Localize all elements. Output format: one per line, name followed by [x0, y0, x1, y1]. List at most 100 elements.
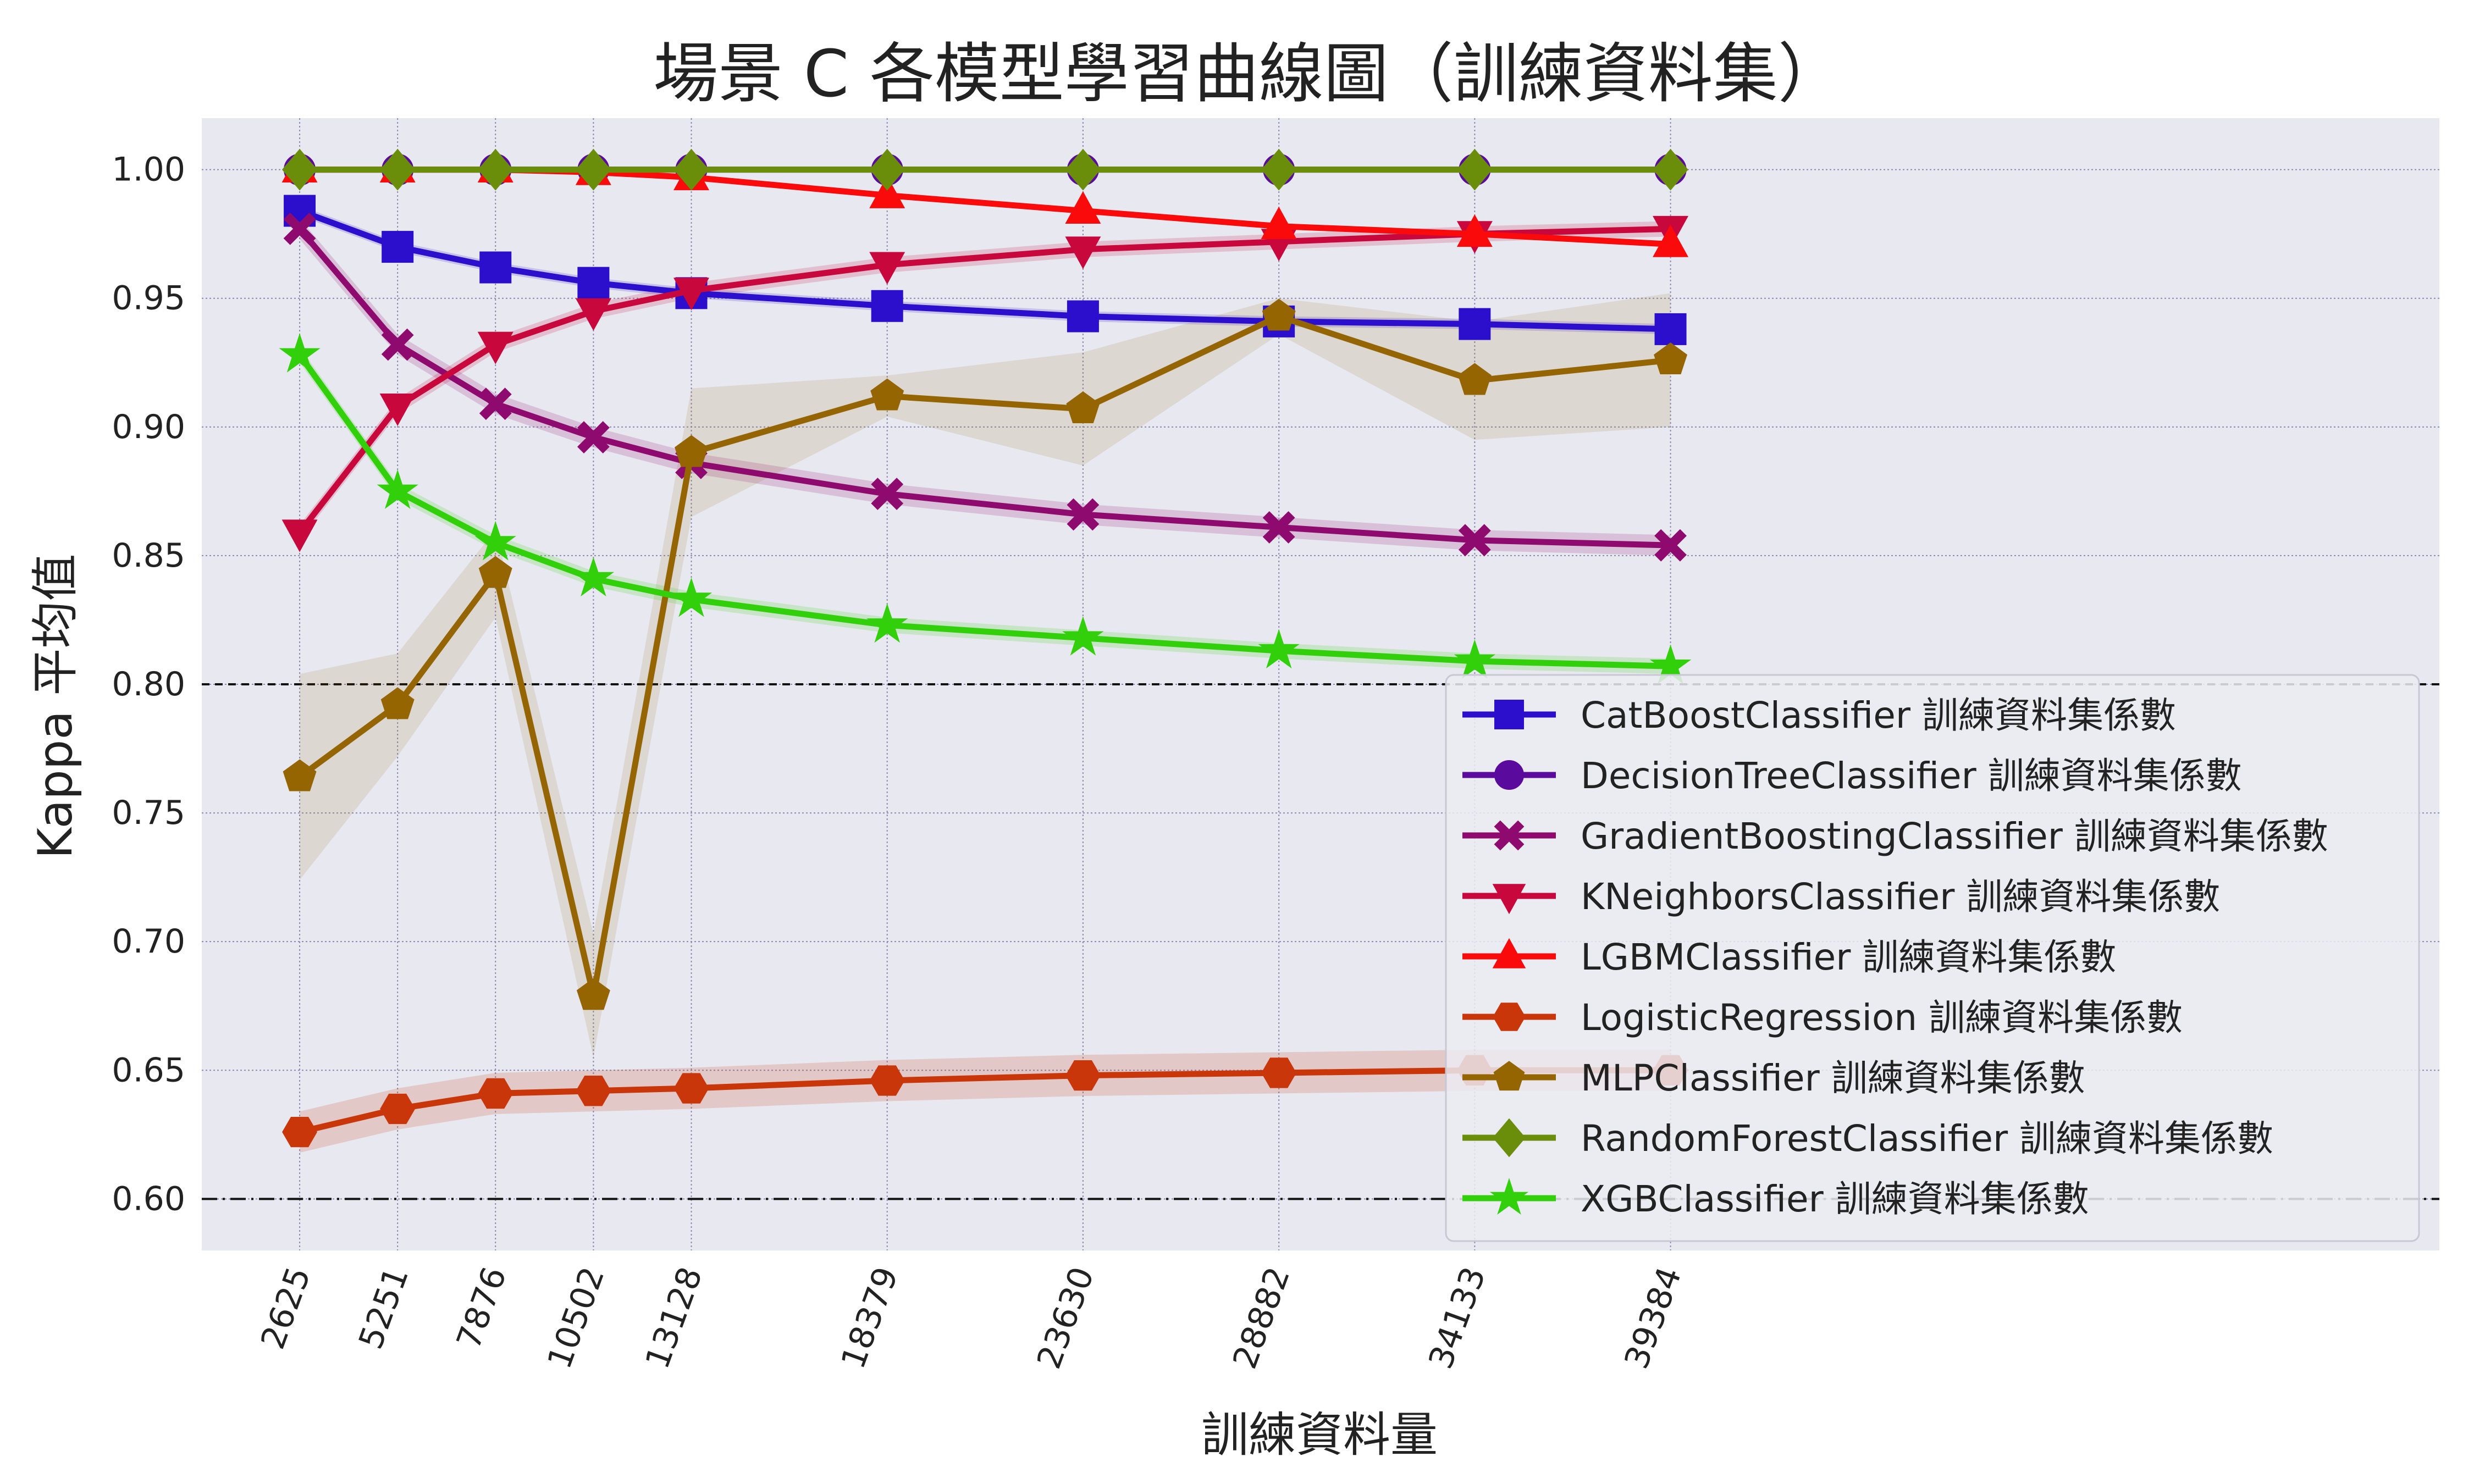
triangle-up-marker	[1492, 938, 1526, 968]
x-marker	[1262, 511, 1295, 544]
triangle-up-marker	[1065, 191, 1101, 224]
x-marker	[871, 478, 904, 510]
confidence-band	[300, 293, 1671, 1057]
star-marker	[1062, 616, 1104, 656]
diamond-marker	[1457, 148, 1493, 191]
hexagon-marker	[1493, 1003, 1526, 1031]
pentagon-marker	[380, 687, 415, 719]
x-marker	[283, 212, 316, 245]
y-tick-label: 0.70	[112, 922, 185, 961]
y-tick-label: 0.85	[112, 536, 185, 575]
diamond-marker	[281, 148, 318, 191]
legend-label: KNeighborsClassifier 訓練資料集係數	[1581, 876, 2220, 918]
legend-item: LogisticRegression 訓練資料集係數	[1462, 996, 2183, 1039]
x-marker	[381, 328, 414, 361]
triangle-down-marker	[281, 519, 318, 552]
triangle-down-marker	[575, 298, 611, 331]
hexagon-marker	[282, 1116, 318, 1148]
diamond-marker	[1653, 148, 1688, 191]
legend-label: XGBClassifier 訓練資料集係數	[1581, 1178, 2089, 1220]
hexagon-marker	[1065, 1060, 1101, 1091]
diamond-marker	[1261, 148, 1297, 191]
triangle-down-marker	[673, 278, 710, 311]
legend-label: LogisticRegression 訓練資料集係數	[1581, 996, 2183, 1039]
legend-item: RandomForestClassifier 訓練資料集係數	[1462, 1117, 2273, 1160]
legend-label: DecisionTreeClassifier 訓練資料集係數	[1581, 755, 2242, 797]
square-marker	[479, 251, 512, 284]
pentagon-marker	[1493, 1061, 1525, 1091]
legend-label: CatBoostClassifier 訓練資料集係數	[1581, 694, 2176, 737]
square-marker	[1654, 313, 1687, 345]
pentagon-marker	[870, 378, 904, 411]
diamond-marker	[869, 148, 905, 191]
star-marker	[1258, 629, 1300, 669]
series-group	[282, 1055, 1688, 1148]
star-marker	[1489, 1177, 1529, 1215]
series-line	[297, 225, 1671, 535]
pentagon-marker	[675, 435, 708, 467]
pentagon-marker	[1262, 298, 1296, 331]
star-marker	[670, 577, 713, 617]
x-marker	[1067, 498, 1100, 531]
legend-item: KNeighborsClassifier 訓練資料集係數	[1462, 876, 2220, 918]
legend-box	[1445, 674, 2420, 1242]
diamond-marker	[1065, 148, 1101, 191]
legend-label: LGBMClassifier 訓練資料集係數	[1581, 936, 2116, 978]
triangle-down-marker	[869, 252, 905, 285]
chart-title: 場景 C 各模型學習曲線圖（訓練資料集）	[653, 36, 1842, 112]
legend: CatBoostClassifier 訓練資料集係數 DecisionTreeCl…	[1445, 674, 2420, 1242]
series-line	[297, 353, 1671, 669]
circle-marker	[1494, 760, 1524, 790]
triangle-up-marker	[1261, 206, 1297, 240]
hexagon-marker	[869, 1065, 905, 1096]
series-group	[281, 148, 1688, 191]
pentagon-marker	[1066, 391, 1100, 423]
triangle-down-marker	[1492, 884, 1526, 915]
series-group	[279, 333, 1692, 684]
legend-item: CatBoostClassifier 訓練資料集係數	[1462, 694, 2176, 737]
y-tick-label: 0.80	[112, 665, 185, 704]
triangle-up-marker	[1456, 214, 1493, 247]
x-marker	[1494, 820, 1525, 851]
diamond-marker	[380, 148, 416, 191]
square-marker	[1459, 308, 1491, 340]
legend-label: GradientBoostingClassifier 訓練資料集係數	[1581, 815, 2328, 857]
triangle-up-marker	[1653, 224, 1689, 257]
diamond-marker	[1493, 1118, 1526, 1158]
hexagon-marker	[673, 1073, 709, 1104]
diamond-marker	[673, 148, 709, 191]
pentagon-marker	[1654, 342, 1688, 375]
pentagon-marker	[478, 556, 512, 588]
star-marker	[572, 557, 615, 597]
x-axis-label: 訓練資料量	[1201, 1408, 1438, 1463]
triangle-down-marker	[379, 393, 416, 427]
square-marker	[1494, 700, 1524, 729]
series-lines	[279, 148, 1692, 1148]
star-marker	[474, 520, 516, 561]
y-tick-label: 0.90	[112, 408, 185, 446]
pentagon-marker	[576, 978, 610, 1010]
star-marker	[279, 333, 321, 373]
legend-item: LGBMClassifier 訓練資料集係數	[1462, 936, 2116, 978]
series-group	[281, 215, 1689, 552]
hexagon-marker	[380, 1093, 416, 1125]
star-marker	[1454, 639, 1496, 679]
legend-label: RandomForestClassifier 訓練資料集係數	[1581, 1117, 2273, 1160]
legend-item: XGBClassifier 訓練資料集係數	[1462, 1177, 2089, 1220]
x-marker	[577, 421, 610, 453]
square-marker	[382, 231, 414, 263]
x-marker	[1458, 524, 1491, 557]
x-marker	[479, 387, 512, 420]
legend-item: DecisionTreeClassifier 訓練資料集係數	[1462, 755, 2242, 797]
y-tick-label: 0.75	[112, 794, 185, 832]
series-line	[299, 208, 1671, 333]
y-tick-label: 0.60	[112, 1180, 185, 1218]
y-tick-label: 1.00	[112, 151, 185, 189]
star-marker	[377, 469, 418, 509]
triangle-down-marker	[477, 331, 513, 364]
pentagon-marker	[283, 759, 317, 791]
triangle-down-marker	[1065, 236, 1101, 269]
triangle-up-marker	[869, 175, 905, 208]
diamond-marker	[576, 148, 611, 191]
